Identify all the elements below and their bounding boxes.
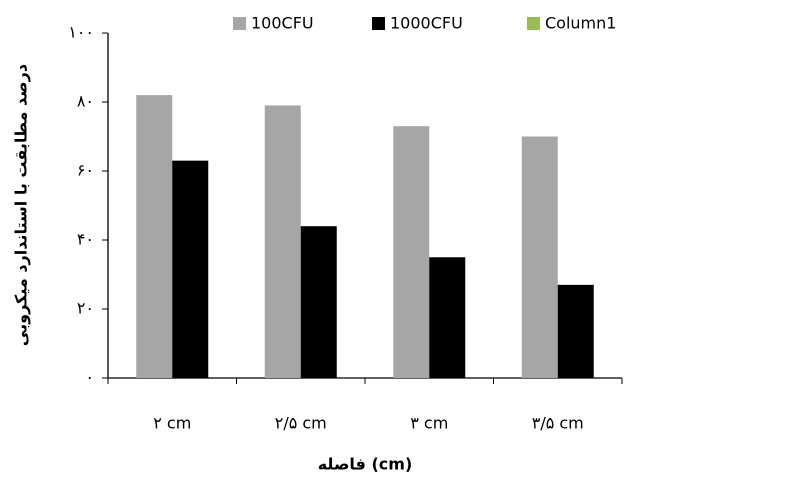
bar bbox=[172, 160, 209, 378]
x-tick-label: ۲/۵ cm bbox=[275, 414, 327, 433]
bar bbox=[300, 226, 337, 378]
bar bbox=[393, 126, 430, 379]
legend-label: 1000CFU bbox=[390, 14, 463, 33]
bar bbox=[521, 136, 558, 378]
legend-swatch bbox=[233, 17, 246, 30]
legend-swatch bbox=[527, 17, 540, 30]
y-tick-label: ۲۰ bbox=[77, 299, 94, 318]
y-tick-label: ۴۰ bbox=[77, 230, 94, 249]
x-tick-label: ۲ cm bbox=[153, 414, 191, 433]
bar bbox=[557, 284, 594, 378]
y-axis-label: درصد مطابقت با استاندارد میکروبی bbox=[12, 64, 31, 346]
legend-label: 100CFU bbox=[251, 14, 314, 33]
x-tick-label: ۳ cm bbox=[410, 414, 448, 433]
y-tick-label: ۶۰ bbox=[77, 161, 94, 180]
legend-label: Column1 bbox=[545, 14, 616, 33]
y-tick-label: ۱۰۰ bbox=[68, 23, 94, 42]
legend-swatch bbox=[372, 17, 385, 30]
y-tick-label: ۸۰ bbox=[77, 92, 94, 111]
bar bbox=[429, 257, 466, 378]
bar bbox=[264, 105, 301, 378]
y-tick-label: ۰ bbox=[85, 368, 94, 387]
x-axis-label: فاصله (cm) bbox=[318, 455, 413, 474]
x-tick-label: ۳/۵ cm bbox=[532, 414, 584, 433]
bar bbox=[136, 95, 173, 378]
